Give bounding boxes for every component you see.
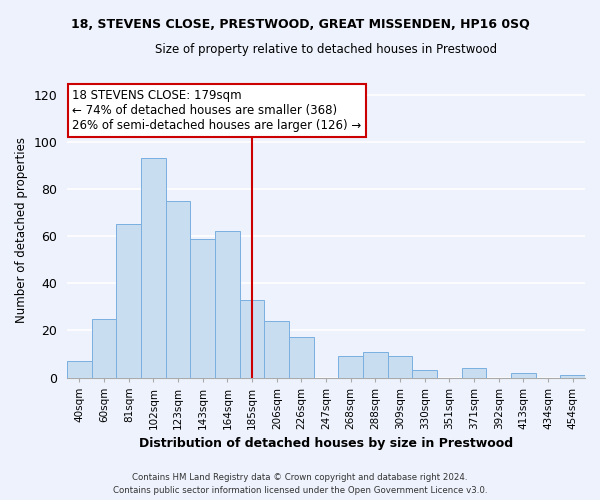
Bar (338, 356, 363, 378)
Bar (462, 368, 487, 378)
Bar (166, 201, 190, 378)
Bar (388, 356, 412, 378)
Bar (141, 158, 166, 378)
Bar (511, 373, 536, 378)
Title: Size of property relative to detached houses in Prestwood: Size of property relative to detached ho… (155, 42, 497, 56)
Y-axis label: Number of detached properties: Number of detached properties (15, 138, 28, 324)
Bar (190, 238, 215, 378)
Bar (215, 232, 240, 378)
Bar (240, 300, 265, 378)
Text: 18 STEVENS CLOSE: 179sqm
← 74% of detached houses are smaller (368)
26% of semi-: 18 STEVENS CLOSE: 179sqm ← 74% of detach… (73, 89, 362, 132)
Bar (412, 370, 437, 378)
Bar (289, 338, 314, 378)
Bar (116, 224, 141, 378)
Bar (265, 321, 289, 378)
X-axis label: Distribution of detached houses by size in Prestwood: Distribution of detached houses by size … (139, 437, 513, 450)
Bar (363, 352, 388, 378)
Bar (560, 375, 585, 378)
Bar (67, 361, 92, 378)
Bar (92, 318, 116, 378)
Text: 18, STEVENS CLOSE, PRESTWOOD, GREAT MISSENDEN, HP16 0SQ: 18, STEVENS CLOSE, PRESTWOOD, GREAT MISS… (71, 18, 529, 30)
Text: Contains HM Land Registry data © Crown copyright and database right 2024.
Contai: Contains HM Land Registry data © Crown c… (113, 474, 487, 495)
